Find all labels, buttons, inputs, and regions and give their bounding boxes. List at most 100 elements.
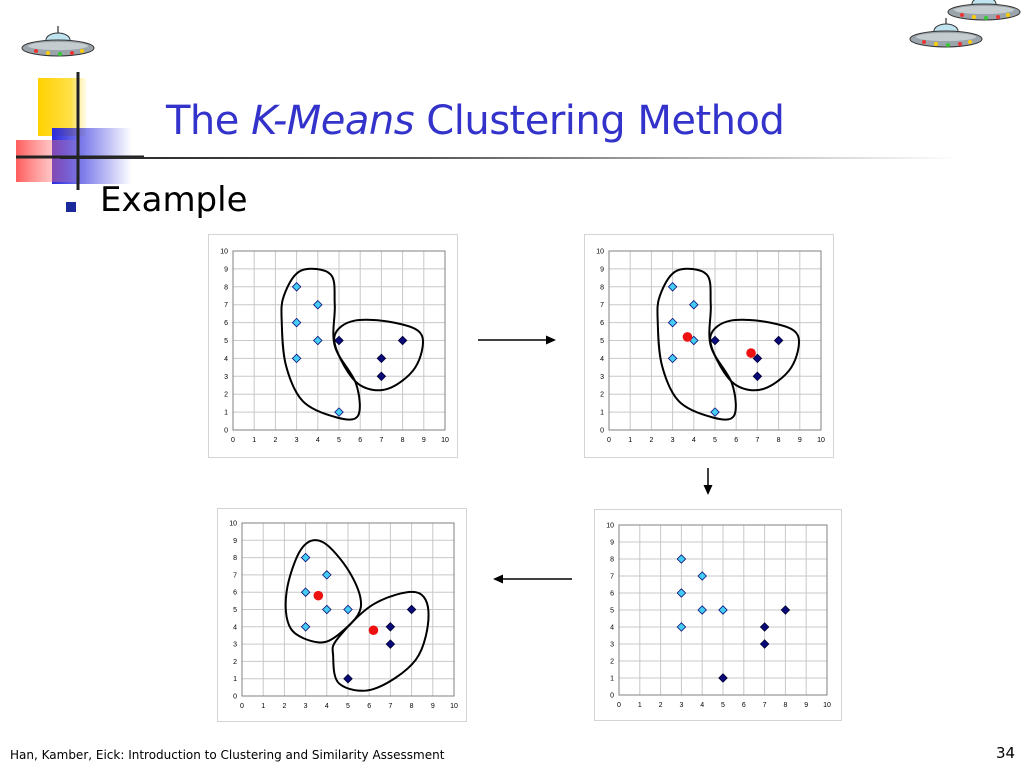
data-point-light xyxy=(300,552,311,563)
centroid-point xyxy=(682,332,693,342)
y-tick-label: 9 xyxy=(233,538,237,545)
y-tick-label: 2 xyxy=(610,659,614,666)
x-tick-label: 3 xyxy=(304,703,308,710)
plot-frame xyxy=(241,522,455,697)
data-point-light xyxy=(667,317,678,328)
y-tick-label: 10 xyxy=(596,249,604,256)
data-point-light xyxy=(697,571,707,581)
x-tick-label: 6 xyxy=(367,703,371,710)
data-point-light xyxy=(667,282,678,292)
y-tick-label: 7 xyxy=(600,302,604,309)
y-tick-label: 8 xyxy=(600,284,604,291)
data-point-light xyxy=(300,587,311,597)
data-point-light xyxy=(313,299,323,310)
data-point-light xyxy=(334,407,344,417)
centroid-point xyxy=(368,625,379,636)
data-point-dark xyxy=(343,673,353,684)
y-tick-label: 2 xyxy=(224,392,228,399)
data-point-dark xyxy=(334,335,344,346)
x-tick-label: 8 xyxy=(783,702,787,709)
chart-panel-top-left: 0 1 2 3 4 5 6 7 8 9 10 0 1 2 3 4 5 6 7 8 9 10 xyxy=(208,234,458,458)
data-point-light xyxy=(291,317,302,328)
x-tick-label: 4 xyxy=(316,437,320,444)
x-tick-label: 10 xyxy=(441,437,449,444)
x-tick-label: 1 xyxy=(628,437,632,444)
x-tick-label: 8 xyxy=(401,437,405,444)
title-prefix: The xyxy=(166,98,252,144)
y-tick-label: 6 xyxy=(233,590,237,597)
x-tick-label: 5 xyxy=(346,703,350,710)
bullet-example: Example xyxy=(100,180,248,220)
data-point-light xyxy=(710,407,720,417)
x-tick-label: 7 xyxy=(755,437,759,444)
data-point-dark xyxy=(780,605,791,615)
x-tick-label: 3 xyxy=(679,702,683,709)
y-tick-label: 0 xyxy=(224,428,228,435)
y-tick-label: 1 xyxy=(600,410,604,417)
y-tick-label: 3 xyxy=(233,642,237,649)
x-tick-label: 4 xyxy=(700,702,704,709)
data-point-light xyxy=(291,353,302,364)
x-tick-label: 7 xyxy=(388,703,392,710)
footer-credit: Han, Kamber, Eick: Introduction to Clust… xyxy=(10,748,445,762)
x-tick-label: 3 xyxy=(295,437,299,444)
y-tick-label: 3 xyxy=(610,642,614,649)
scatter-chart-bottom-left: 0 1 2 3 4 5 6 7 8 9 10 0 1 2 3 4 5 6 7 8 9 10 xyxy=(229,521,458,711)
x-tick-label: 6 xyxy=(742,702,746,709)
y-tick-label: 6 xyxy=(600,320,604,327)
y-tick-label: 1 xyxy=(610,676,614,683)
data-point-light xyxy=(322,604,332,615)
x-tick-label: 2 xyxy=(273,437,277,444)
y-tick-label: 9 xyxy=(224,266,228,273)
y-tick-label: 7 xyxy=(233,572,237,579)
y-tick-label: 0 xyxy=(233,694,237,701)
y-tick-label: 5 xyxy=(224,338,228,345)
plot-frame xyxy=(608,250,822,431)
title-underline xyxy=(60,157,960,159)
data-point-dark xyxy=(376,371,387,382)
centroid-point xyxy=(313,590,324,601)
x-tick-label: 1 xyxy=(252,437,256,444)
data-point-dark xyxy=(752,353,763,364)
x-tick-label: 6 xyxy=(358,437,362,444)
x-tick-label: 2 xyxy=(282,703,286,710)
x-tick-label: 2 xyxy=(649,437,653,444)
data-point-light xyxy=(322,570,332,580)
y-tick-label: 1 xyxy=(233,676,237,683)
data-point-light xyxy=(697,605,707,615)
data-point-dark xyxy=(385,639,396,649)
arrow-right-icon xyxy=(478,335,556,345)
cluster-outline xyxy=(333,318,424,392)
y-tick-label: 9 xyxy=(610,540,614,547)
y-tick-label: 1 xyxy=(224,410,228,417)
cluster-outline xyxy=(280,267,361,421)
plot-frame xyxy=(232,250,446,431)
centroid-point xyxy=(746,348,756,358)
x-tick-label: 6 xyxy=(734,437,738,444)
data-point-dark xyxy=(718,673,728,683)
y-tick-label: 9 xyxy=(600,266,604,273)
x-tick-label: 9 xyxy=(798,437,802,444)
data-point-dark xyxy=(759,639,770,649)
x-tick-label: 9 xyxy=(804,702,808,709)
scatter-chart-top-right: 0 1 2 3 4 5 6 7 8 9 10 0 1 2 3 4 5 6 7 8 9 10 xyxy=(596,249,825,445)
corner-decoration-art xyxy=(16,72,144,190)
y-tick-label: 0 xyxy=(610,693,614,700)
data-point-light xyxy=(343,604,353,615)
ufo-icon xyxy=(946,0,1022,30)
scatter-chart-bottom-right: 0 1 2 3 4 5 6 7 8 9 10 0 1 2 3 4 5 6 7 8 9 10 xyxy=(606,523,831,710)
y-tick-label: 10 xyxy=(606,523,614,530)
y-tick-label: 7 xyxy=(224,302,228,309)
x-tick-label: 4 xyxy=(692,437,696,444)
x-tick-label: 0 xyxy=(607,437,611,444)
data-point-dark xyxy=(773,335,784,346)
ufo-icon xyxy=(20,26,96,66)
x-tick-label: 9 xyxy=(422,437,426,444)
x-tick-label: 1 xyxy=(638,702,642,709)
y-tick-label: 6 xyxy=(610,591,614,598)
corner-decoration xyxy=(16,72,146,192)
x-tick-label: 1 xyxy=(261,703,265,710)
x-tick-label: 2 xyxy=(659,702,663,709)
x-tick-label: 10 xyxy=(823,702,831,709)
data-point-light xyxy=(676,622,687,632)
